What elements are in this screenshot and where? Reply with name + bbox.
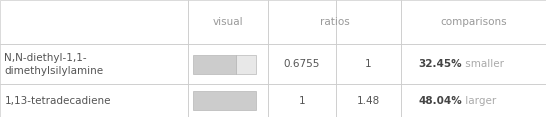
Text: 1: 1 — [298, 96, 305, 106]
Bar — [268, 44, 336, 84]
Bar — [401, 44, 546, 84]
Bar — [401, 0, 546, 44]
Text: 1,13-tetradecadiene: 1,13-tetradecadiene — [4, 96, 111, 106]
Text: 32.45%: 32.45% — [418, 59, 462, 69]
Text: 1.48: 1.48 — [357, 96, 380, 106]
Bar — [188, 0, 268, 44]
Text: comparisons: comparisons — [440, 17, 507, 27]
Text: 0.6755: 0.6755 — [283, 59, 320, 69]
Text: 1: 1 — [365, 59, 372, 69]
Bar — [188, 84, 268, 117]
Bar — [193, 91, 256, 110]
Bar — [268, 0, 336, 44]
Text: 48.04%: 48.04% — [418, 96, 462, 106]
Bar — [336, 0, 401, 44]
Bar — [0, 0, 188, 44]
Bar — [188, 44, 268, 84]
Text: larger: larger — [462, 96, 496, 106]
Text: ratios: ratios — [319, 17, 349, 27]
Bar — [235, 55, 256, 74]
Bar — [193, 55, 235, 74]
Bar — [336, 84, 401, 117]
Text: N,N-diethyl-1,1-
dimethylsilylamine: N,N-diethyl-1,1- dimethylsilylamine — [4, 53, 104, 76]
Bar — [0, 84, 188, 117]
Bar — [401, 84, 546, 117]
Text: visual: visual — [212, 17, 244, 27]
Bar — [268, 84, 336, 117]
Bar — [0, 44, 188, 84]
Text: smaller: smaller — [462, 59, 504, 69]
Bar — [336, 44, 401, 84]
